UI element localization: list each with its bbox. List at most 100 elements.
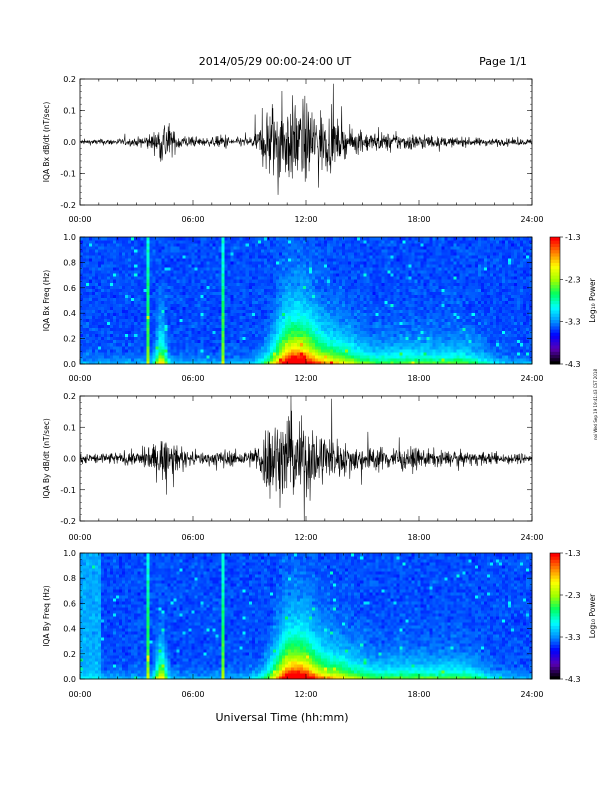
- spectrogram-cell: [98, 246, 102, 250]
- spectrogram-cell: [414, 339, 418, 344]
- spectrogram-cell: [333, 276, 337, 280]
- spectrogram-cell: [357, 294, 361, 298]
- spectrogram-cell: [173, 237, 177, 241]
- spectrogram-cell: [309, 273, 313, 277]
- spectrogram-cell: [86, 336, 90, 341]
- spectrogram-cell: [336, 261, 340, 265]
- spectrogram-cell: [284, 267, 289, 271]
- spectrogram-cell: [284, 303, 289, 307]
- spectrogram-cell: [224, 282, 229, 286]
- spectrogram-cell: [372, 252, 376, 256]
- spectrogram-cell: [227, 273, 232, 277]
- spectrogram-cell: [369, 327, 373, 332]
- spectrogram-cell: [387, 291, 391, 295]
- spectrogram-cell: [152, 291, 156, 295]
- spectrogram-cell: [179, 255, 183, 259]
- spectrogram-cell: [251, 243, 256, 247]
- spectrogram-cell: [209, 270, 213, 274]
- spectrogram-cell: [194, 282, 198, 286]
- spectrogram-cell: [330, 252, 334, 256]
- spectrogram-cell: [209, 336, 213, 341]
- spectrogram-cell: [363, 333, 367, 338]
- spectrogram-cell: [315, 285, 319, 289]
- spectrogram-cell: [378, 243, 382, 247]
- spectrogram-cell: [203, 282, 207, 286]
- spectrogram-cell: [122, 312, 126, 317]
- spectrogram-cell: [396, 252, 400, 256]
- spectrogram-cell: [396, 318, 400, 323]
- spectrogram-cell: [218, 282, 223, 286]
- spectrogram-cell: [423, 321, 427, 326]
- spectrogram-cell: [107, 300, 111, 304]
- spectrogram-cell: [98, 312, 102, 317]
- spectrogram-cell: [366, 336, 370, 341]
- spectrogram-cell: [381, 324, 385, 329]
- spectrogram-cell: [333, 297, 337, 301]
- spectrogram-cell: [224, 327, 229, 332]
- spectrogram-cell: [369, 351, 373, 356]
- spectrogram-cell: [182, 282, 186, 286]
- spectrogram-cell: [324, 252, 328, 256]
- spectrogram-cell: [143, 321, 147, 326]
- spectrogram-cell: [80, 258, 84, 262]
- spectrogram-cell: [396, 303, 400, 307]
- spectrogram-cell: [80, 246, 84, 250]
- spectrogram-cell: [251, 351, 256, 356]
- spectrogram-cell: [98, 255, 102, 259]
- spectrogram-cell: [119, 285, 123, 289]
- spectrogram-cell: [83, 342, 87, 347]
- spectrogram-cell: [233, 285, 238, 289]
- spectrogram-cell: [122, 336, 126, 341]
- spectrogram-cell: [107, 360, 111, 365]
- spectrogram-cell: [281, 342, 286, 347]
- spectrogram-cell: [354, 285, 358, 289]
- spectrogram-cell: [194, 285, 198, 289]
- spectrogram-cell: [372, 270, 376, 274]
- spectrogram-cell: [281, 327, 286, 332]
- spectrogram-cell: [321, 309, 325, 313]
- spectrogram-cell: [191, 285, 195, 289]
- spectrogram-cell: [128, 312, 132, 317]
- spectrogram-cell: [269, 324, 274, 329]
- spectrogram-cell: [405, 255, 409, 259]
- spectrogram-cell: [83, 330, 87, 335]
- spectrogram-cell: [140, 357, 144, 362]
- spectrogram-cell: [321, 243, 325, 247]
- spectrogram-cell: [278, 333, 283, 338]
- spectrogram-cell: [345, 282, 349, 286]
- spectrogram-cell: [399, 276, 403, 280]
- spectrogram-cell: [233, 330, 238, 335]
- spectrogram-cell: [221, 258, 226, 262]
- spectrogram-cell: [333, 327, 337, 332]
- spectrogram-cell: [86, 264, 90, 268]
- spectrogram-cell: [306, 258, 310, 262]
- spectrogram-cell: [357, 264, 361, 268]
- spectrogram-cell: [324, 288, 328, 292]
- spectrogram-cell: [417, 273, 421, 277]
- spectrogram-cell: [357, 330, 361, 335]
- spectrogram-cell: [312, 357, 316, 362]
- spectrogram-cell: [321, 360, 325, 365]
- spectrogram-cell: [110, 300, 114, 304]
- spectrogram-cell: [125, 318, 129, 323]
- spectrogram-cell: [387, 240, 391, 244]
- spectrogram-cell: [143, 339, 147, 344]
- spectrogram-cell: [284, 336, 289, 341]
- spectrogram-cell: [122, 324, 126, 329]
- spectrogram-cell: [284, 327, 289, 332]
- spectrogram-cell: [381, 315, 385, 320]
- spectrogram-cell: [381, 249, 385, 253]
- spectrogram-cell: [426, 321, 430, 326]
- spectrogram-cell: [321, 336, 325, 341]
- spectrogram-cell: [92, 330, 96, 335]
- spectrogram-cell: [290, 300, 295, 304]
- spectrogram-cell: [149, 312, 153, 317]
- spectrogram-cell: [161, 276, 165, 280]
- spectrogram-cell: [330, 336, 334, 341]
- spectrogram-cell: [336, 306, 340, 310]
- spectrogram-cell: [110, 261, 114, 265]
- spectrogram-cell: [351, 291, 355, 295]
- spectrogram-cell: [143, 297, 147, 301]
- spectrogram-cell: [375, 339, 379, 344]
- spectrogram-cell: [309, 249, 313, 253]
